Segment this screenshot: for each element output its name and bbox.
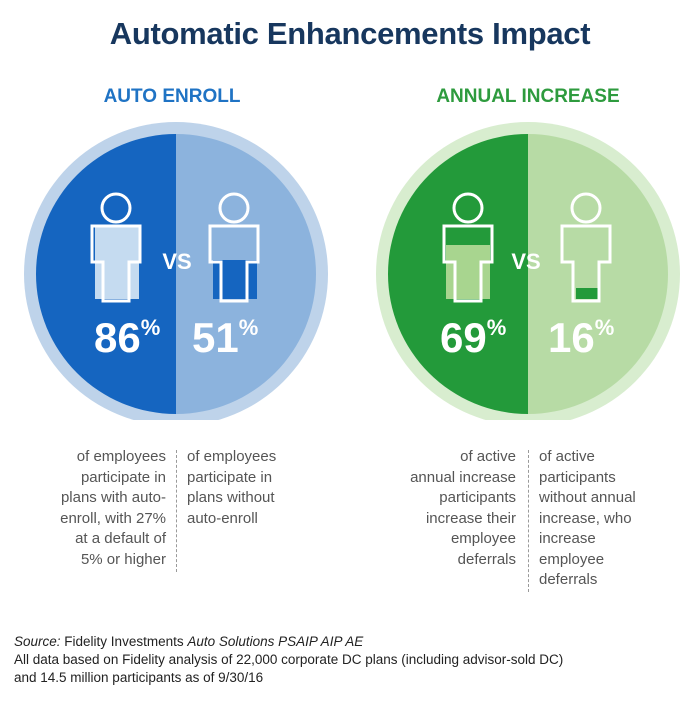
annual-increase-heading: ANNUAL INCREASE (436, 86, 620, 107)
source-title: Auto Solutions PSAIP AIP AE (187, 634, 364, 649)
source-line: Source: Fidelity Investments Auto Soluti… (14, 633, 563, 651)
annual-increase-left-percentage: 69% (440, 314, 506, 361)
annual-increase-divider (528, 450, 529, 592)
source-label: Source: (14, 634, 61, 649)
comparison-graphic: VS VS 86% 51% 69% 16% (24, 122, 680, 420)
source-note-line-2: and 14.5 million participants as of 9/30… (14, 670, 264, 685)
source-company: Fidelity Investments (64, 634, 184, 649)
source-footer: Source: Fidelity Investments Auto Soluti… (14, 633, 563, 687)
page-title: Automatic Enhancements Impact (109, 16, 591, 51)
auto-enroll-left-description: of employees participate in plans with a… (60, 448, 166, 568)
auto-enroll-left-percentage: 86% (94, 314, 160, 361)
auto-enroll-heading: AUTO ENROLL (103, 86, 241, 107)
auto-enroll-left-person-icon (90, 192, 142, 303)
auto-enroll-right-description: of employees participate in plans withou… (187, 448, 277, 527)
annual-increase-left-description: of active annual increase participants i… (410, 448, 516, 568)
auto-enroll-vs-label: VS (162, 249, 191, 274)
annual-increase-right-person-icon (560, 192, 612, 303)
annual-increase-right-percentage: 16% (548, 314, 614, 361)
annual-increase-right-description: of active participants without annual in… (539, 448, 636, 588)
auto-enroll-right-person-icon (208, 192, 260, 303)
auto-enroll-right-percentage: 51% (192, 314, 258, 361)
source-note-line-1: All data based on Fidelity analysis of 2… (14, 652, 564, 667)
auto-enroll-divider (176, 450, 177, 572)
annual-increase-vs-label: VS (511, 249, 540, 274)
annual-increase-left-person-icon (442, 192, 494, 303)
